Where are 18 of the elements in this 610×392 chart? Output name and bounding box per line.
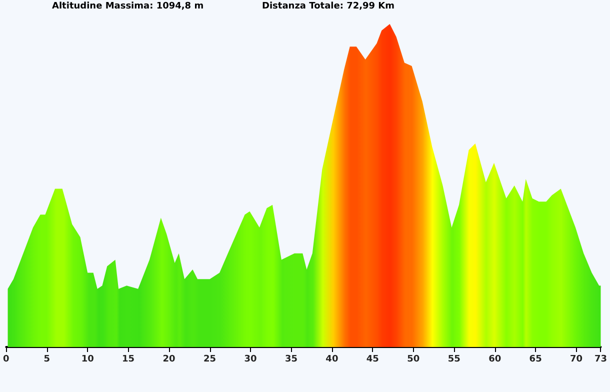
text: Altitudine Massima: 1094,8 m [52,2,204,12]
x-tick-label: 35 [284,354,298,364]
x-tick-label: 65 [529,354,542,364]
x-tick-label: 30 [244,354,257,364]
x-tick-label: 0 [3,354,10,364]
x-tick-label: 10 [81,354,94,364]
x-tick-label: 50 [407,354,420,364]
x-tick-label: 70 [570,354,583,364]
x-tick-label: 40 [326,354,338,364]
x-tick-label: 73 [594,354,608,364]
x-tick-label: 5 [44,354,50,364]
x-tick-label: 45 [366,354,379,364]
x-tick-label: 15 [122,354,135,364]
x-tick-label: 25 [204,354,216,364]
x-tick-label: 20 [162,354,176,364]
x-tick-label: 60 [488,354,502,364]
text: Distanza Totale: 72,99 Km [262,2,395,12]
x-tick-label: 55 [448,354,460,364]
